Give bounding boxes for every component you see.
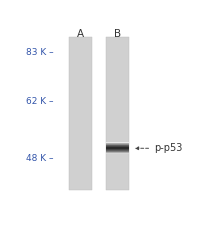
Bar: [106, 37, 129, 190]
Bar: [106, 153, 129, 154]
Text: B: B: [114, 29, 121, 39]
Bar: [106, 146, 129, 147]
Bar: [106, 142, 129, 143]
Bar: [106, 146, 129, 147]
Bar: [106, 144, 129, 145]
Text: A: A: [77, 29, 84, 39]
Text: p-p53: p-p53: [154, 143, 183, 153]
Bar: [106, 143, 129, 144]
Bar: [106, 142, 129, 143]
Bar: [106, 148, 129, 149]
Bar: [106, 149, 129, 150]
Text: 62 K –: 62 K –: [26, 97, 54, 106]
Bar: [106, 145, 129, 146]
Bar: [106, 150, 129, 151]
Bar: [106, 144, 129, 145]
Bar: [69, 37, 92, 190]
Bar: [106, 147, 129, 148]
Text: 83 K –: 83 K –: [26, 49, 54, 58]
Text: 48 K –: 48 K –: [26, 154, 54, 163]
Bar: [106, 148, 129, 149]
Bar: [106, 151, 129, 152]
Bar: [106, 152, 129, 153]
